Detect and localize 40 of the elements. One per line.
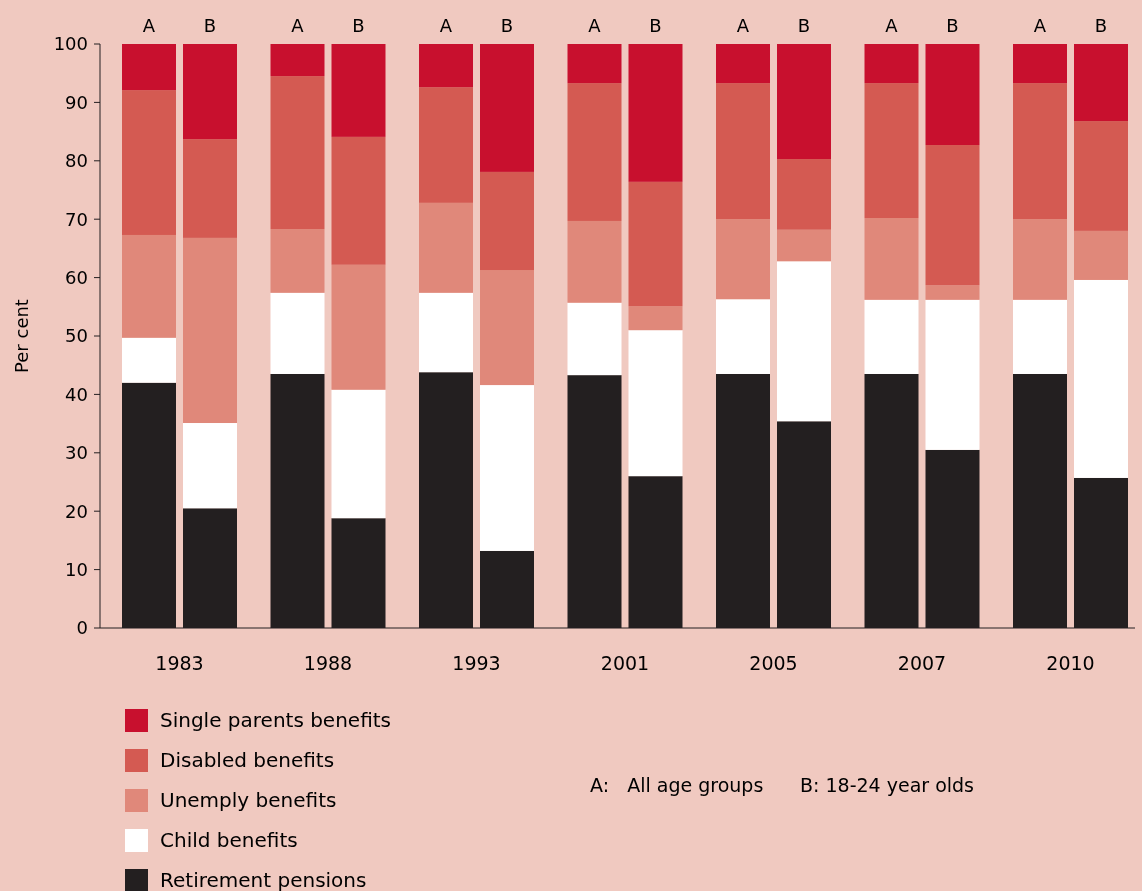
x-tick-label: A (736, 15, 750, 36)
x-tick-label: A (1033, 15, 1047, 36)
x-tick-label: B (797, 15, 811, 36)
x-tick-label: B (203, 15, 217, 36)
x-tick-label: B (649, 15, 662, 36)
x-tick-label: B (1094, 15, 1108, 36)
legend-label: Child benefits (160, 828, 298, 852)
x-tick-label: B (946, 15, 959, 36)
y-tick-label: 60 (65, 266, 88, 288)
y-tick-label: 50 (65, 325, 88, 347)
text: 1983 (155, 652, 204, 674)
y-tick-label: 40 (65, 383, 88, 405)
y-axis-title: Per cent (11, 299, 32, 373)
x-tick-label: A (885, 15, 899, 36)
y-tick-label: 80 (65, 150, 88, 172)
legend-label: Retirement pensions (160, 868, 367, 891)
x-tick-label: A (142, 15, 156, 36)
legend-label: Disabled benefits (160, 748, 335, 772)
text: 1993 (452, 652, 501, 674)
legend-label: Unemply benefits (160, 788, 337, 812)
x-tick-label: A (439, 15, 453, 36)
text: 2001 (600, 652, 650, 674)
y-tick-label: 0 (76, 617, 88, 639)
text: 2010 (1046, 652, 1095, 674)
x-tick-label: A (291, 15, 305, 36)
text: A: All age groups (590, 774, 764, 796)
text: 1988 (303, 652, 353, 674)
text: 2005 (749, 652, 798, 674)
y-tick-label: 100 (53, 33, 88, 55)
x-tick-label: A (588, 15, 602, 36)
text: B: 18-24 year olds (800, 774, 975, 796)
y-tick-label: 10 (65, 558, 88, 580)
x-tick-label: B (352, 15, 365, 36)
y-tick-label: 70 (65, 208, 88, 230)
y-tick-label: 20 (65, 500, 88, 522)
x-tick-label: B (500, 15, 514, 36)
y-tick-label: 90 (65, 91, 88, 113)
legend-label: Single parents benefits (160, 708, 392, 732)
y-tick-label: 30 (65, 442, 88, 464)
text: 2007 (897, 652, 947, 674)
